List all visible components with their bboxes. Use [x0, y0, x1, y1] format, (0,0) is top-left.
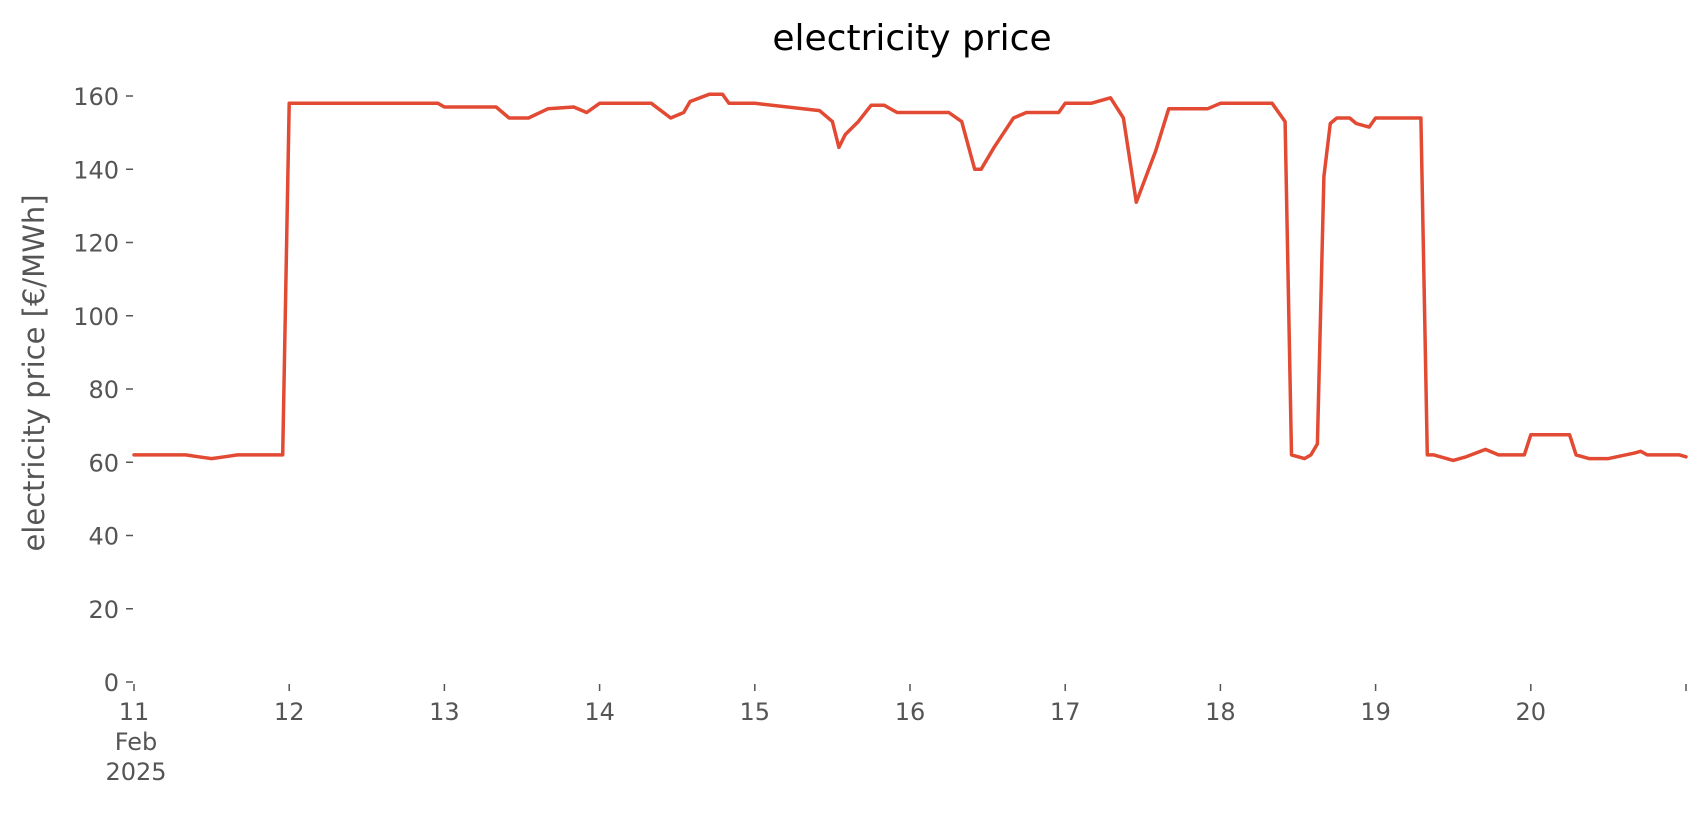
series-line-0: [132, 92, 1688, 463]
x-tick-sublabel: Feb: [115, 728, 158, 756]
y-tick-label: 40: [88, 523, 119, 551]
y-tick-label: 120: [73, 230, 119, 258]
y-axis: 0 20 40 60 80 100 120 140 160: [73, 83, 133, 697]
x-tick-label: 14: [584, 698, 615, 726]
y-axis-title: electricity price [€/MWh]: [17, 194, 51, 551]
series-layer: [132, 92, 1688, 463]
x-tick-label: 18: [1205, 698, 1236, 726]
y-tick-label: 100: [73, 303, 119, 331]
chart-title: electricity price: [772, 18, 1051, 59]
y-tick-label: 20: [88, 596, 119, 624]
x-tick-label: 19: [1360, 698, 1391, 726]
x-tick-label: 17: [1050, 698, 1081, 726]
x-tick-label: 11: [119, 698, 150, 726]
y-tick-label: 80: [88, 376, 119, 404]
x-tick-sublabel: 2025: [105, 758, 166, 786]
x-tick-label: 12: [274, 698, 305, 726]
y-tick-label: 0: [104, 669, 119, 697]
x-tick-label: 13: [429, 698, 460, 726]
y-tick-label: 140: [73, 156, 119, 184]
x-tick-label: 16: [895, 698, 926, 726]
x-tick-label: 20: [1516, 698, 1547, 726]
x-tick-label: 15: [740, 698, 771, 726]
y-tick-label: 60: [88, 449, 119, 477]
y-tick-label: 160: [73, 83, 119, 111]
